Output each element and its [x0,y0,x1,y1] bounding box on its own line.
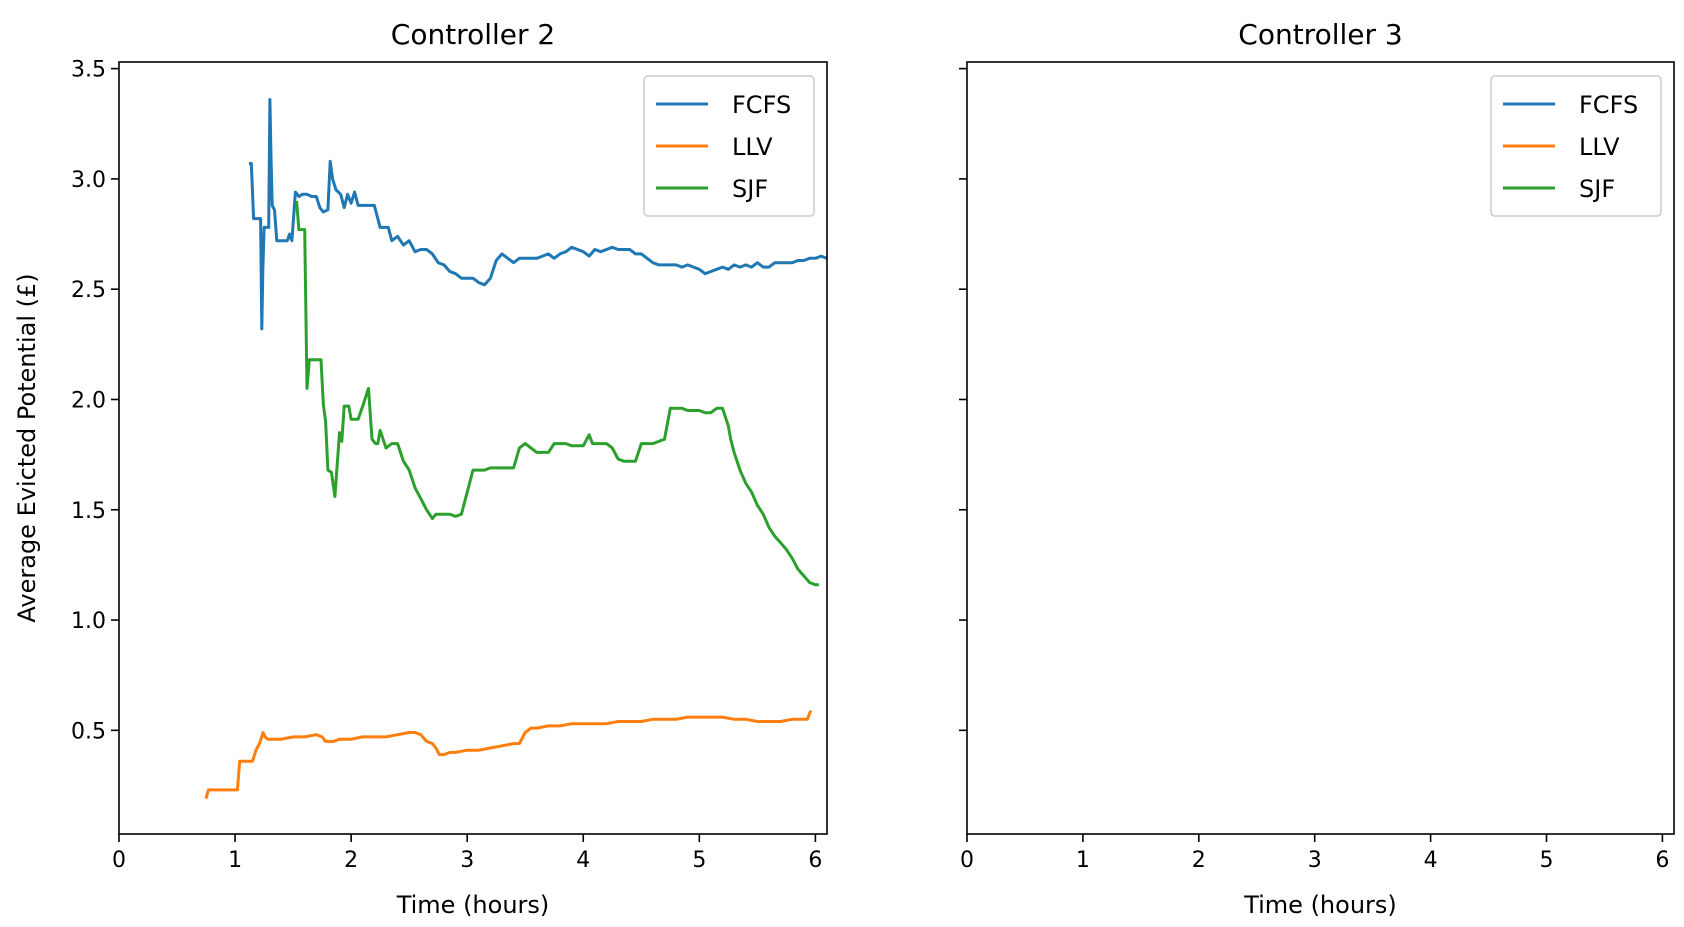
x-axis-label: Time (hours) [396,891,550,919]
axes-frame [966,61,1675,835]
legend-label: FCFS [732,91,791,119]
chart-title: Controller 3 [1238,18,1402,51]
x-tick-label: 2 [344,848,358,873]
x-tick-label: 0 [960,848,974,873]
legend-box [643,75,815,217]
x-tick-label: 1 [1076,848,1090,873]
axes-frame [118,61,828,835]
x-tick-label: 3 [460,848,474,873]
y-tick-label: 3.0 [71,168,106,193]
series-line-llv [204,709,813,800]
x-tick-label: 6 [1655,848,1669,873]
x-axis-label: Time (hours) [1243,891,1397,919]
x-tick-label: 2 [1192,848,1206,873]
y-tick-label: 2.5 [71,278,106,303]
chart-title: Controller 2 [391,18,555,51]
x-tick-label: 4 [576,848,590,873]
legend: FCFS LLV SJF [1490,75,1662,217]
legend-label: SJF [732,175,768,203]
y-tick-label: 3.5 [71,58,106,83]
x-tick-label: 6 [808,848,822,873]
x-tick-label: 5 [692,848,706,873]
y-tick-label: 2.0 [71,388,106,413]
chart-panel-1: 0 1 2 3 4 5 6 0.5 1.0 1.5 2.0 2.5 3.0 3.5 Controller 2… [13,18,828,919]
y-tick-label: 0.5 [71,719,106,744]
legend: FCFS LLV SJF [643,75,815,217]
chart-panel-2: 0 1 2 3 4 5 6 Controller 3 Time (hours) FCFS LLV SJ… [959,18,1675,919]
series-line-fcfs [249,98,827,331]
legend-label: LLV [732,133,773,161]
x-tick-label: 0 [112,848,126,873]
y-tick-label: 1.5 [71,499,106,524]
y-tick-label: 1.0 [71,609,106,634]
legend-box [1490,75,1662,217]
x-tick-label: 4 [1424,848,1438,873]
legend-label: LLV [1579,133,1620,161]
legend-label: FCFS [1579,91,1638,119]
x-tick-label: 3 [1308,848,1322,873]
x-tick-label: 1 [228,848,242,873]
series-line-sjf [295,200,819,587]
x-tick-label: 5 [1540,848,1554,873]
legend-label: SJF [1579,175,1615,203]
y-axis-label: Average Evicted Potential (£) [13,273,41,622]
